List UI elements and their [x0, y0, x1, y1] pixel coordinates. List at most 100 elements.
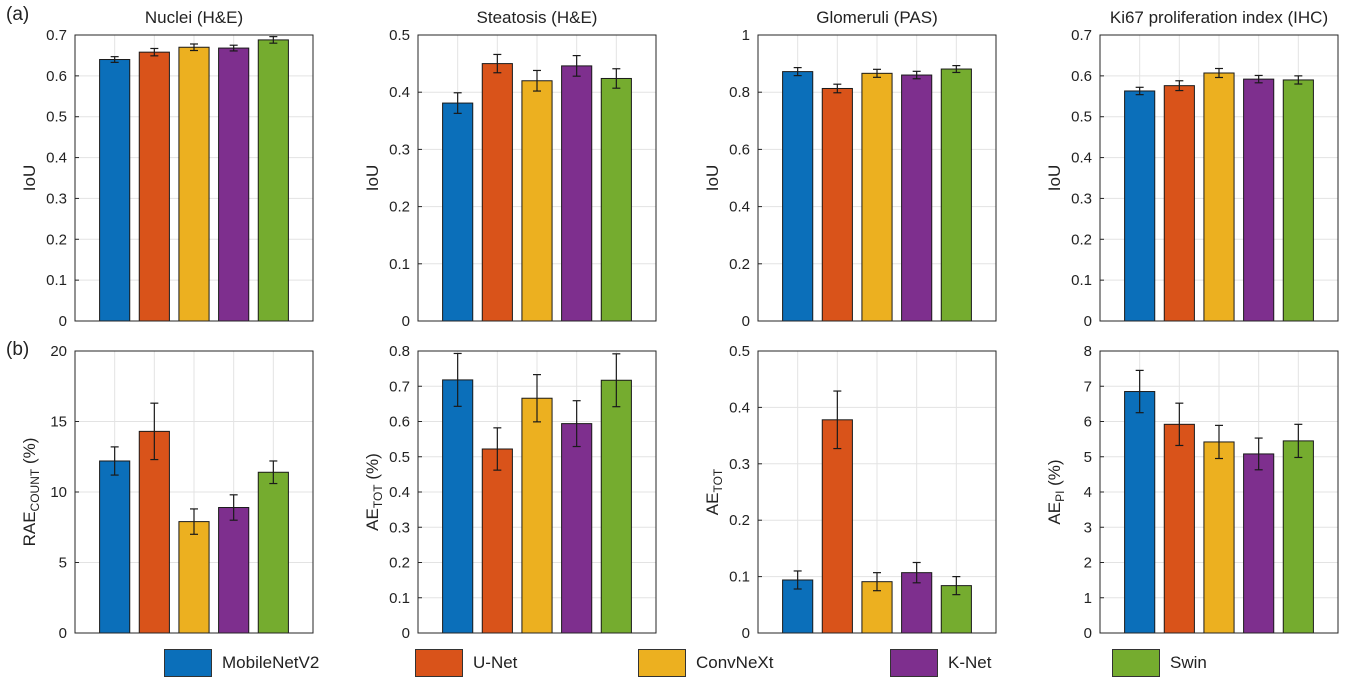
bar-swin — [600, 379, 632, 634]
bar-knet — [901, 74, 933, 322]
y-tick-label: 0.2 — [1071, 231, 1092, 248]
y-tick-label: 0.7 — [389, 378, 410, 395]
bar-swin — [940, 68, 972, 322]
y-tick-label: 5 — [59, 555, 67, 572]
bar-swin — [1282, 440, 1314, 634]
y-tick-label: 0.3 — [389, 519, 410, 536]
y-axis-label: AETOT — [703, 468, 725, 515]
legend-item-mobilenetv2: MobileNetV2 — [164, 646, 319, 680]
y-tick-label: 0.4 — [389, 484, 410, 501]
y-tick-label: 0.1 — [46, 272, 67, 289]
y-axis-label: IoU — [363, 165, 382, 191]
y-tick-label: 0 — [742, 625, 750, 642]
bar-unet — [821, 419, 853, 634]
bar-convnext — [861, 72, 893, 322]
y-tick-label: 0.3 — [1071, 190, 1092, 207]
axes-box — [757, 350, 997, 634]
y-tick-label: 0.3 — [729, 456, 750, 473]
y-tick-label: 3 — [1084, 519, 1092, 536]
y-tick-label: 0.8 — [389, 343, 410, 360]
legend-swatch-convnext — [638, 649, 686, 677]
legend-swatch-swin — [1112, 649, 1160, 677]
y-tick-label: 1 — [742, 27, 750, 44]
y-tick-label: 0.4 — [729, 199, 750, 216]
y-tick-label: 20 — [50, 343, 67, 360]
bar-mobilenetv2 — [442, 379, 474, 634]
bar-mobilenetv2 — [442, 102, 474, 322]
bar-knet — [561, 65, 593, 322]
y-tick-label: 0.5 — [389, 449, 410, 466]
y-tick-label: 0.1 — [1071, 272, 1092, 289]
chart-panel-6: 0 0.1 0.2 0.3 0.4 0.5 0.6 0.7 0.8 AETOT (%) — [363, 343, 657, 642]
y-tick-label: 0.6 — [729, 141, 750, 158]
y-axis-label: AEPI (%) — [1045, 459, 1067, 524]
chart-panel-8: 0 1 2 3 4 5 6 7 8 AEPI (%) — [1045, 343, 1339, 642]
chart-title: Ki67 proliferation index (IHC) — [1110, 8, 1328, 27]
bar-knet — [218, 47, 250, 322]
y-tick-label: 0.2 — [729, 256, 750, 273]
bar-unet — [481, 63, 513, 322]
y-tick-label: 0 — [59, 625, 67, 642]
y-tick-label: 7 — [1084, 378, 1092, 395]
legend-label: ConvNeXt — [696, 653, 774, 672]
y-tick-label: 2 — [1084, 555, 1092, 572]
bar-mobilenetv2 — [1124, 391, 1156, 634]
y-tick-label: 0 — [402, 313, 410, 330]
chart-title: Nuclei (H&E) — [145, 8, 243, 27]
y-tick-label: 0.1 — [389, 590, 410, 607]
bar-convnext — [178, 46, 210, 322]
bar-unet — [138, 51, 170, 322]
legend-label: U-Net — [473, 653, 518, 672]
y-tick-label: 0 — [59, 313, 67, 330]
y-axis-label: IoU — [703, 165, 722, 191]
y-tick-label: 0.6 — [389, 414, 410, 431]
y-axis-label: RAECOUNT (%) — [20, 438, 42, 547]
bar-unet — [821, 87, 853, 322]
y-tick-label: 0.8 — [729, 84, 750, 101]
y-tick-label: 0.7 — [1071, 27, 1092, 44]
axes-box — [417, 34, 657, 322]
bar-convnext — [521, 80, 553, 322]
panel-label-a: (a) — [6, 4, 30, 25]
y-tick-label: 0 — [742, 313, 750, 330]
y-tick-label: 0.3 — [46, 190, 67, 207]
y-tick-label: 0.4 — [389, 84, 410, 101]
y-tick-label: 4 — [1084, 484, 1092, 501]
y-axis-label: AETOT (%) — [363, 453, 385, 531]
y-tick-label: 8 — [1084, 343, 1092, 360]
legend-label: Swin — [1170, 653, 1207, 672]
legend-label: K-Net — [948, 653, 992, 672]
y-tick-label: 1 — [1084, 590, 1092, 607]
y-tick-label: 0.1 — [729, 569, 750, 586]
bar-swin — [257, 471, 289, 634]
y-tick-label: 0.4 — [46, 150, 67, 167]
legend-swatch-knet — [890, 649, 938, 677]
y-axis-label: IoU — [1045, 165, 1064, 191]
legend-item-convnext: ConvNeXt — [638, 646, 773, 680]
legend-swatch-unet — [415, 649, 463, 677]
y-tick-label: 5 — [1084, 449, 1092, 466]
bar-convnext — [178, 521, 210, 634]
legend-label: MobileNetV2 — [222, 653, 320, 672]
bar-mobilenetv2 — [99, 460, 131, 634]
y-tick-label: 0.2 — [46, 231, 67, 248]
bar-knet — [1243, 453, 1275, 634]
chart-legend: MobileNetV2 U-Net ConvNeXt K-Net Swin — [0, 646, 1354, 680]
panel-label-b: (b) — [6, 339, 30, 360]
chart-panel-1: 0 0.1 0.2 0.3 0.4 0.5 0.6 0.7 Nuclei (H&E) IoU — [20, 8, 314, 330]
bar-mobilenetv2 — [1124, 90, 1156, 322]
y-tick-label: 0.6 — [46, 68, 67, 85]
legend-swatch-mobilenetv2 — [164, 649, 212, 677]
y-axis-label: IoU — [20, 165, 39, 191]
y-tick-label: 0.2 — [729, 512, 750, 529]
bar-swin — [257, 39, 289, 322]
y-tick-label: 0.5 — [46, 109, 67, 126]
bar-mobilenetv2 — [99, 59, 131, 322]
y-tick-label: 0 — [402, 625, 410, 642]
y-tick-label: 0.4 — [729, 399, 750, 416]
y-tick-label: 0.5 — [1071, 109, 1092, 126]
bar-unet — [1163, 423, 1195, 634]
y-tick-label: 10 — [50, 484, 67, 501]
y-tick-label: 0.2 — [389, 555, 410, 572]
